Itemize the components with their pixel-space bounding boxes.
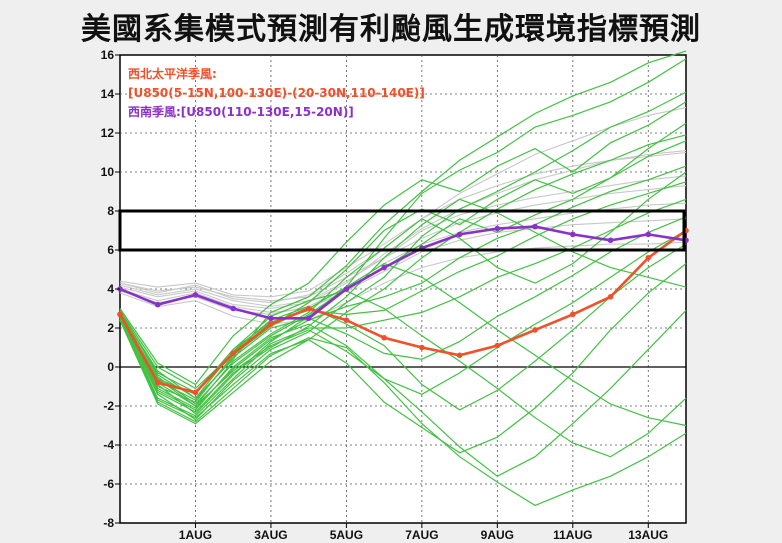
y-tick-label: 2 — [107, 321, 114, 335]
ensemble-green-line — [119, 171, 687, 407]
series-2-point — [532, 223, 538, 230]
series-2-point — [192, 292, 199, 298]
y-axis-ticks: -8 -6 -4 -2 0 2 4 6 8 10 12 14 16 — [101, 48, 120, 530]
ensemble-green-line — [119, 263, 687, 454]
series-2-point — [343, 286, 350, 292]
y-tick-label: 4 — [107, 282, 114, 296]
series-1-point — [456, 352, 463, 359]
ensemble-gray-line — [119, 218, 687, 313]
legend: 西北太平洋季風: [U850(5-15N,100-130E)-(20-30N,1… — [128, 66, 425, 119]
ensemble-green-line — [119, 198, 687, 417]
y-tick-label: 10 — [101, 165, 115, 179]
ensemble-green-line — [119, 262, 687, 427]
x-tick-label: 1AUG — [179, 528, 212, 542]
series-2-point — [607, 237, 614, 244]
x-tick-label: 3AUG — [254, 528, 287, 542]
x-tick-label: 13AUG — [628, 528, 668, 542]
series-1-point — [343, 317, 350, 324]
ensemble-green-line — [119, 58, 687, 415]
series-2-point — [494, 225, 501, 232]
x-axis-ticks: 1AUG 3AUG 5AUG 7AUG 9AUG 11AUG 13AUG — [179, 523, 668, 542]
series-1-point — [154, 379, 161, 386]
series-2-point — [381, 264, 387, 271]
series-1-point — [607, 294, 614, 300]
series-1-point — [570, 311, 576, 318]
y-tick-label: 0 — [107, 360, 114, 374]
series-2-point — [230, 305, 236, 312]
ensemble-green-line — [119, 319, 687, 507]
series-1-point — [268, 321, 274, 327]
series-1-point — [494, 342, 501, 349]
series-2-point — [268, 315, 274, 322]
y-tick-label: -4 — [103, 438, 114, 452]
series-2-point — [645, 231, 652, 238]
ensemble-gray-line — [119, 241, 687, 325]
series-2-point — [305, 315, 312, 322]
series-1-point — [305, 305, 312, 312]
page-title: 美國系集模式預測有利颱風生成環境指標預測 — [81, 12, 701, 47]
series-2-point — [456, 231, 463, 238]
y-tick-label: -6 — [103, 477, 114, 491]
legend-series-2-name: 西南季風:[U850(110-130E,15-20N)] — [128, 104, 354, 119]
y-tick-label: 8 — [107, 204, 114, 218]
ensemble-gray-line — [119, 151, 687, 298]
y-tick-label: -8 — [103, 516, 114, 530]
x-tick-label: 9AUG — [481, 528, 514, 542]
series-lines — [117, 223, 689, 396]
ensemble-green-line — [119, 101, 687, 386]
y-tick-label: 12 — [101, 126, 115, 140]
series-1-point — [532, 327, 538, 333]
legend-series-1-detail: [U850(5-15N,100-130E)-(20-30N,110-140E)] — [128, 86, 425, 100]
x-tick-label: 11AUG — [553, 528, 592, 542]
y-tick-label: 14 — [101, 87, 115, 101]
y-tick-label: 6 — [107, 243, 114, 257]
ensemble-green-line — [119, 309, 687, 477]
ensemble-green-line — [119, 243, 687, 411]
series-1-point — [645, 254, 652, 261]
series-1-point — [192, 389, 199, 396]
series-line-1 — [118, 229, 687, 394]
x-tick-label: 7AUG — [405, 528, 438, 542]
ensemble-green-line — [119, 290, 687, 458]
series-1-point — [419, 344, 425, 351]
x-tick-label: 5AUG — [330, 528, 363, 542]
legend-series-1-name: 西北太平洋季風: — [128, 66, 217, 81]
series-1-point — [381, 334, 387, 341]
series-2-point — [154, 301, 161, 308]
y-tick-label: 16 — [101, 48, 115, 62]
series-1-point — [117, 311, 123, 318]
ensemble-green-line — [119, 134, 687, 425]
ensemble-green-line — [119, 198, 687, 413]
series-1-point — [230, 350, 236, 357]
favorable-range-box — [118, 209, 686, 252]
series-2-point — [570, 231, 576, 238]
favorable-range — [118, 209, 686, 252]
y-tick-label: -2 — [103, 399, 114, 413]
series-line-2 — [119, 225, 687, 320]
